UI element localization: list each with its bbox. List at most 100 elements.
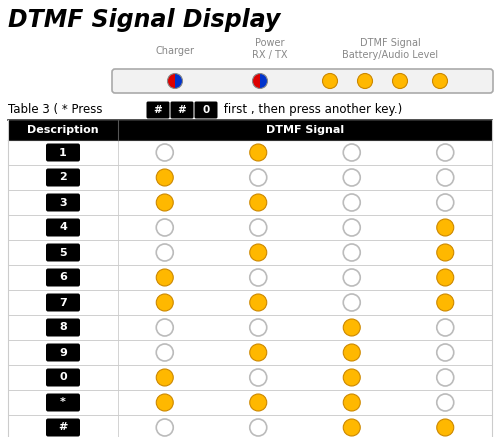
Circle shape [343, 294, 360, 311]
Circle shape [437, 244, 454, 261]
FancyBboxPatch shape [46, 243, 80, 261]
Text: 5: 5 [59, 247, 67, 257]
Circle shape [343, 319, 360, 336]
FancyBboxPatch shape [8, 140, 492, 165]
Text: first , then press another key.): first , then press another key.) [220, 103, 402, 116]
Circle shape [343, 144, 360, 161]
FancyBboxPatch shape [46, 343, 80, 361]
Circle shape [250, 344, 267, 361]
Circle shape [437, 194, 454, 211]
Circle shape [343, 344, 360, 361]
Wedge shape [168, 73, 175, 89]
Text: 7: 7 [59, 298, 67, 308]
FancyBboxPatch shape [146, 101, 170, 118]
Text: DTMF Signal: DTMF Signal [266, 125, 344, 135]
Circle shape [343, 244, 360, 261]
FancyBboxPatch shape [46, 169, 80, 187]
Wedge shape [252, 73, 260, 89]
Circle shape [343, 169, 360, 186]
Circle shape [250, 269, 267, 286]
FancyBboxPatch shape [8, 265, 492, 290]
Circle shape [343, 194, 360, 211]
Text: DTMF Signal Display: DTMF Signal Display [8, 8, 280, 32]
Circle shape [343, 419, 360, 436]
Text: 1: 1 [59, 148, 67, 157]
FancyBboxPatch shape [8, 215, 492, 240]
FancyBboxPatch shape [8, 415, 492, 437]
Circle shape [343, 369, 360, 386]
Circle shape [432, 73, 448, 89]
FancyBboxPatch shape [8, 165, 492, 190]
FancyBboxPatch shape [46, 368, 80, 386]
Circle shape [156, 369, 174, 386]
Circle shape [322, 73, 338, 89]
FancyBboxPatch shape [8, 290, 492, 315]
Text: 6: 6 [59, 273, 67, 282]
Circle shape [437, 344, 454, 361]
Circle shape [250, 394, 267, 411]
Circle shape [437, 169, 454, 186]
Text: #: # [178, 105, 186, 115]
Circle shape [156, 394, 174, 411]
Text: Description: Description [27, 125, 99, 135]
Circle shape [437, 394, 454, 411]
Circle shape [437, 419, 454, 436]
FancyBboxPatch shape [8, 240, 492, 265]
Text: *: * [60, 398, 66, 407]
Text: DTMF Signal
Battery/Audio Level: DTMF Signal Battery/Audio Level [342, 38, 438, 60]
Circle shape [437, 369, 454, 386]
Circle shape [156, 419, 174, 436]
Circle shape [250, 144, 267, 161]
Circle shape [156, 269, 174, 286]
Text: #: # [58, 423, 68, 433]
FancyBboxPatch shape [46, 319, 80, 336]
Circle shape [392, 73, 407, 89]
FancyBboxPatch shape [46, 419, 80, 437]
Circle shape [250, 244, 267, 261]
Text: Table 3 ( * Press: Table 3 ( * Press [8, 103, 102, 116]
FancyBboxPatch shape [112, 69, 493, 93]
Wedge shape [175, 73, 182, 89]
FancyBboxPatch shape [8, 120, 492, 140]
FancyBboxPatch shape [8, 365, 492, 390]
Circle shape [250, 369, 267, 386]
Circle shape [250, 219, 267, 236]
FancyBboxPatch shape [46, 194, 80, 212]
Circle shape [156, 344, 174, 361]
FancyBboxPatch shape [8, 315, 492, 340]
FancyBboxPatch shape [194, 101, 218, 118]
Circle shape [156, 144, 174, 161]
Circle shape [250, 169, 267, 186]
Text: 8: 8 [59, 323, 67, 333]
Circle shape [437, 294, 454, 311]
Text: 0: 0 [202, 105, 209, 115]
Text: 0: 0 [59, 372, 67, 382]
FancyBboxPatch shape [8, 340, 492, 365]
Circle shape [250, 319, 267, 336]
Circle shape [343, 269, 360, 286]
Circle shape [250, 194, 267, 211]
Circle shape [437, 269, 454, 286]
Circle shape [343, 219, 360, 236]
Circle shape [437, 219, 454, 236]
FancyBboxPatch shape [8, 190, 492, 215]
Circle shape [156, 244, 174, 261]
FancyBboxPatch shape [46, 143, 80, 162]
Circle shape [156, 169, 174, 186]
Circle shape [156, 294, 174, 311]
Circle shape [250, 419, 267, 436]
Text: Charger: Charger [156, 46, 194, 56]
Circle shape [156, 219, 174, 236]
Circle shape [156, 319, 174, 336]
Circle shape [437, 319, 454, 336]
Circle shape [156, 194, 174, 211]
FancyBboxPatch shape [170, 101, 194, 118]
Text: 4: 4 [59, 222, 67, 232]
Text: 2: 2 [59, 173, 67, 183]
Text: #: # [154, 105, 162, 115]
Text: 9: 9 [59, 347, 67, 357]
FancyBboxPatch shape [46, 268, 80, 287]
Wedge shape [260, 73, 268, 89]
Text: Power
RX / TX: Power RX / TX [252, 38, 288, 60]
Text: 3: 3 [59, 198, 67, 208]
